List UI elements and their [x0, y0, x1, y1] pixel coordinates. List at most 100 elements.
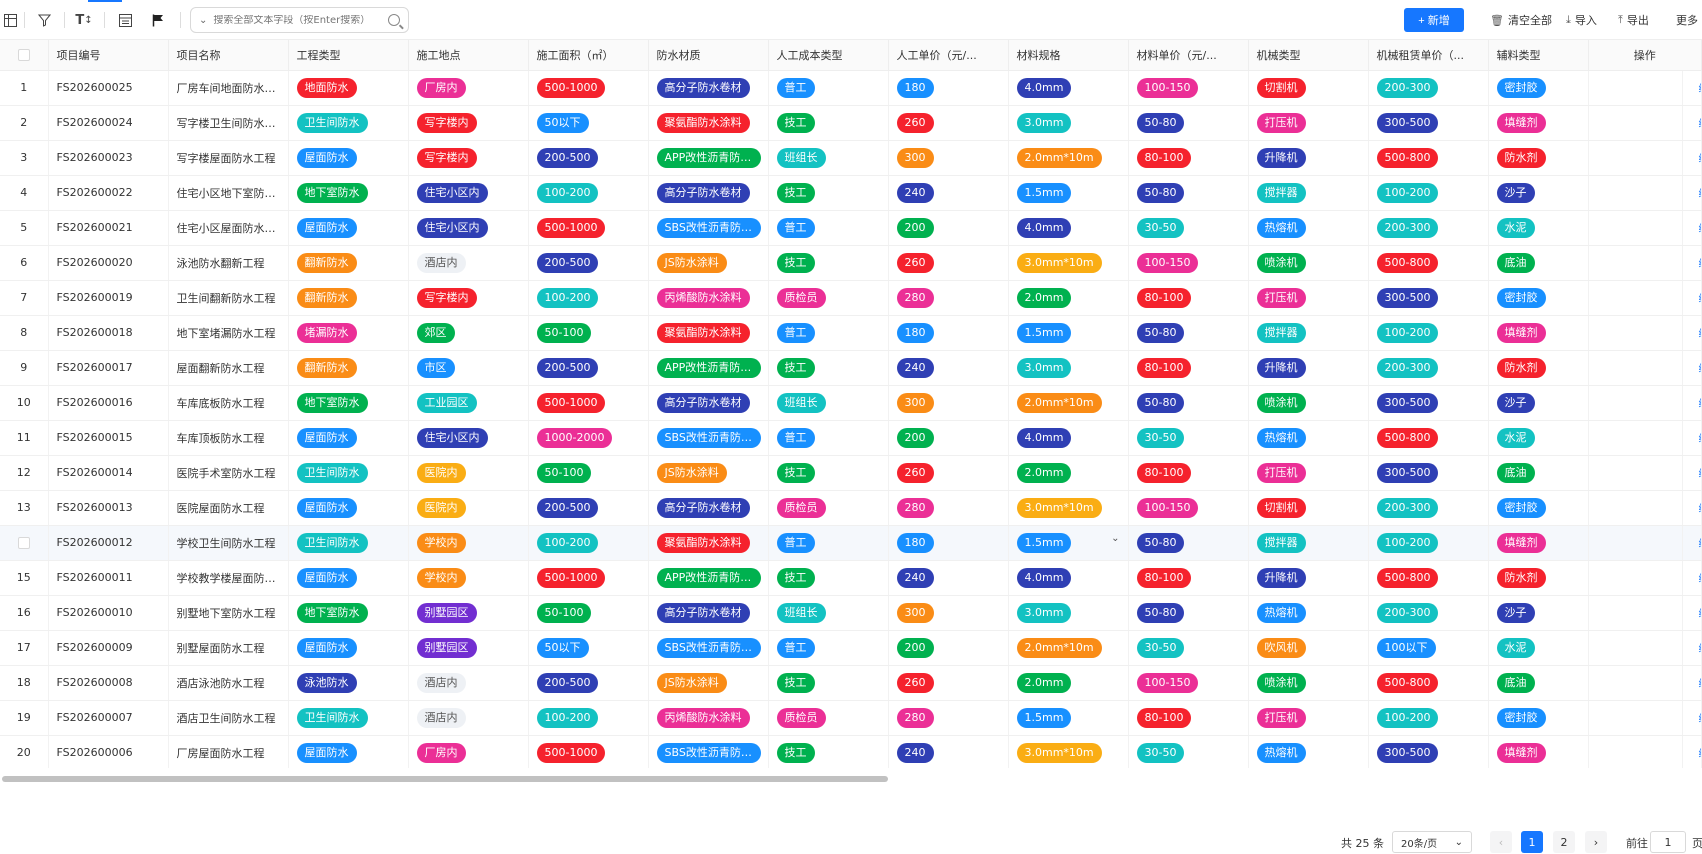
- cell-rent[interactable]: 200-300: [1368, 350, 1489, 386]
- cell-site[interactable]: 住宅小区内: [408, 210, 529, 246]
- cell-mach[interactable]: 升降机: [1248, 560, 1369, 596]
- cell-mat[interactable]: 聚氨酯防水涂料: [648, 525, 769, 561]
- cell-labor[interactable]: 技工: [768, 455, 889, 491]
- cell-lprice[interactable]: 300: [888, 385, 1009, 421]
- table-row[interactable]: 12 FS202600014 医院手术室防水工程 卫生间防水 医院内 50-100 JS防水…: [0, 455, 1702, 491]
- row-index[interactable]: 19: [0, 700, 49, 736]
- cell-code[interactable]: FS202600011: [48, 560, 169, 596]
- cell-mach[interactable]: 吹风机: [1248, 630, 1369, 666]
- cell-type[interactable]: 地下室防水: [288, 385, 409, 421]
- cell-labor[interactable]: 质检员: [768, 490, 889, 526]
- cell-labor[interactable]: 普工: [768, 315, 889, 351]
- cell-labor[interactable]: 普工: [768, 210, 889, 246]
- cell-code[interactable]: FS202600009: [48, 630, 169, 666]
- cell-mprice[interactable]: 80-100: [1128, 140, 1249, 176]
- cell-aux[interactable]: 水泥: [1488, 420, 1589, 456]
- cell-rent[interactable]: 200-300: [1368, 595, 1489, 631]
- column-header[interactable]: 施工地点: [408, 40, 529, 71]
- cell-code[interactable]: FS202600012: [48, 525, 169, 561]
- cell-area[interactable]: 100-200: [528, 525, 649, 561]
- cell-code[interactable]: FS202600024: [48, 105, 169, 141]
- cell-labor[interactable]: 普工: [768, 630, 889, 666]
- cell-aux[interactable]: 沙子: [1488, 385, 1589, 421]
- table-row[interactable]: 8 FS202600018 地下室堵漏防水工程 堵漏防水 郊区 50-100 聚氨酯防水涂料…: [0, 315, 1702, 351]
- cell-mprice[interactable]: 50-80: [1128, 385, 1249, 421]
- table-row[interactable]: 10 FS202600016 车库底板防水工程 地下室防水 工业园区 500-1000 高分…: [0, 385, 1702, 421]
- cell-mat[interactable]: 高分子防水卷材: [648, 385, 769, 421]
- cell-mach[interactable]: 打压机: [1248, 280, 1369, 316]
- cell-labor[interactable]: 普工: [768, 420, 889, 456]
- cell-code[interactable]: FS202600018: [48, 315, 169, 351]
- column-header[interactable]: 操作: [1588, 40, 1702, 71]
- cell-lprice[interactable]: 280: [888, 280, 1009, 316]
- cell-mach[interactable]: 搅拌器: [1248, 315, 1369, 351]
- cell-lprice[interactable]: 260: [888, 665, 1009, 701]
- cell-aux[interactable]: 水泥: [1488, 630, 1589, 666]
- cell-mat[interactable]: 聚氨酯防水涂料: [648, 315, 769, 351]
- cell-name[interactable]: 住宅小区地下室防水工程: [168, 175, 289, 211]
- edit-link[interactable]: 编辑: [1699, 642, 1701, 655]
- cell-mprice[interactable]: 50-80: [1128, 315, 1249, 351]
- cell-labor[interactable]: 班组长: [768, 595, 889, 631]
- cell-spec[interactable]: 2.0mm: [1008, 665, 1129, 701]
- cell-mach[interactable]: 搅拌器: [1248, 175, 1369, 211]
- cell-spec[interactable]: 2.0mm*10m: [1008, 630, 1129, 666]
- form-view-icon[interactable]: [115, 10, 135, 30]
- cell-spec[interactable]: 4.0mm: [1008, 70, 1129, 106]
- cell-spec[interactable]: 4.0mm: [1008, 560, 1129, 596]
- cell-mat[interactable]: JS防水涂料: [648, 665, 769, 701]
- prev-page-button[interactable]: ‹: [1490, 831, 1512, 853]
- row-index[interactable]: 12: [0, 455, 49, 491]
- cell-site[interactable]: 别墅园区: [408, 630, 529, 666]
- cell-aux[interactable]: 水泥: [1488, 210, 1589, 246]
- edit-link[interactable]: 编辑: [1699, 292, 1701, 305]
- cell-mach[interactable]: 升降机: [1248, 140, 1369, 176]
- column-header[interactable]: 人工单价（元/...: [888, 40, 1009, 71]
- cell-name[interactable]: 别墅地下室防水工程: [168, 595, 289, 631]
- edit-link[interactable]: 编辑: [1699, 537, 1701, 550]
- cell-aux[interactable]: 防水剂: [1488, 140, 1589, 176]
- cell-area[interactable]: 500-1000: [528, 210, 649, 246]
- cell-area[interactable]: 50以下: [528, 630, 649, 666]
- cell-spec[interactable]: 2.0mm: [1008, 455, 1129, 491]
- cell-lprice[interactable]: 260: [888, 245, 1009, 281]
- row-index[interactable]: 8: [0, 315, 49, 351]
- cell-mat[interactable]: 高分子防水卷材: [648, 175, 769, 211]
- cell-spec[interactable]: 2.0mm*10m: [1008, 140, 1129, 176]
- table-row[interactable]: 2 FS202600024 写字楼卫生间防水工程 卫生间防水 写字楼内 50以下 聚氨酯防水…: [0, 105, 1702, 141]
- cell-type[interactable]: 屋面防水: [288, 560, 409, 596]
- row-index[interactable]: 20: [0, 735, 49, 768]
- edit-link[interactable]: 编辑: [1699, 327, 1701, 340]
- cell-code[interactable]: FS202600013: [48, 490, 169, 526]
- cell-type[interactable]: 地面防水: [288, 70, 409, 106]
- page-1-button[interactable]: 1: [1521, 831, 1543, 853]
- cell-spec[interactable]: 3.0mm: [1008, 595, 1129, 631]
- cell-lprice[interactable]: 240: [888, 560, 1009, 596]
- cell-type[interactable]: 屋面防水: [288, 630, 409, 666]
- table-row[interactable]: 9 FS202600017 屋面翻新防水工程 翻新防水 市区 200-500 APP改性沥青…: [0, 350, 1702, 386]
- cell-code[interactable]: FS202600015: [48, 420, 169, 456]
- cell-mprice[interactable]: 30-50: [1128, 210, 1249, 246]
- cell-name[interactable]: 医院手术室防水工程: [168, 455, 289, 491]
- cell-type[interactable]: 堵漏防水: [288, 315, 409, 351]
- cell-mat[interactable]: APP改性沥青防水卷材: [648, 560, 769, 596]
- cell-code[interactable]: FS202600016: [48, 385, 169, 421]
- cell-lprice[interactable]: 240: [888, 350, 1009, 386]
- flag-icon[interactable]: [148, 10, 168, 30]
- cell-name[interactable]: 医院屋面防水工程: [168, 490, 289, 526]
- cell-aux[interactable]: 底油: [1488, 245, 1589, 281]
- column-header[interactable]: 防水材质: [648, 40, 769, 71]
- cell-mat[interactable]: APP改性沥青防水卷材: [648, 350, 769, 386]
- cell-aux[interactable]: 防水剂: [1488, 350, 1589, 386]
- edit-link[interactable]: 编辑: [1699, 502, 1701, 515]
- chevron-down-icon[interactable]: ⌄: [1111, 532, 1120, 544]
- cell-lprice[interactable]: 240: [888, 175, 1009, 211]
- cell-labor[interactable]: 技工: [768, 665, 889, 701]
- cell-lprice[interactable]: 300: [888, 140, 1009, 176]
- add-button[interactable]: + 新增: [1404, 8, 1464, 32]
- cell-spec[interactable]: 1.5mm: [1008, 175, 1129, 211]
- cell-type[interactable]: 泳池防水: [288, 665, 409, 701]
- row-index[interactable]: 3: [0, 140, 49, 176]
- edit-link[interactable]: 编辑: [1699, 607, 1701, 620]
- cell-rent[interactable]: 500-800: [1368, 560, 1489, 596]
